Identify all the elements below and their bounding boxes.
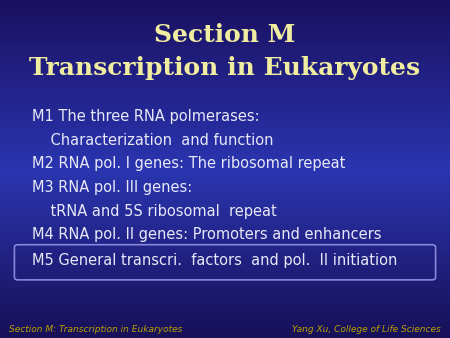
Text: tRNA and 5S ribosomal  repeat: tRNA and 5S ribosomal repeat — [32, 204, 276, 219]
Text: M4 RNA pol. II genes: Promoters and enhancers: M4 RNA pol. II genes: Promoters and enha… — [32, 227, 381, 242]
Text: Yang Xu, College of Life Sciences: Yang Xu, College of Life Sciences — [292, 325, 441, 334]
Text: M3 RNA pol. III genes:: M3 RNA pol. III genes: — [32, 180, 192, 195]
Text: Characterization  and function: Characterization and function — [32, 133, 273, 148]
Text: Section M: Section M — [154, 23, 296, 48]
Text: Section M: Transcription in Eukaryotes: Section M: Transcription in Eukaryotes — [9, 325, 182, 334]
Text: M2 RNA pol. I genes: The ribosomal repeat: M2 RNA pol. I genes: The ribosomal repea… — [32, 156, 345, 171]
Text: Transcription in Eukaryotes: Transcription in Eukaryotes — [29, 55, 421, 80]
Text: M1 The three RNA polmerases:: M1 The three RNA polmerases: — [32, 109, 259, 124]
Text: M5 General transcri.  factors  and pol.  II initiation: M5 General transcri. factors and pol. II… — [32, 254, 397, 268]
